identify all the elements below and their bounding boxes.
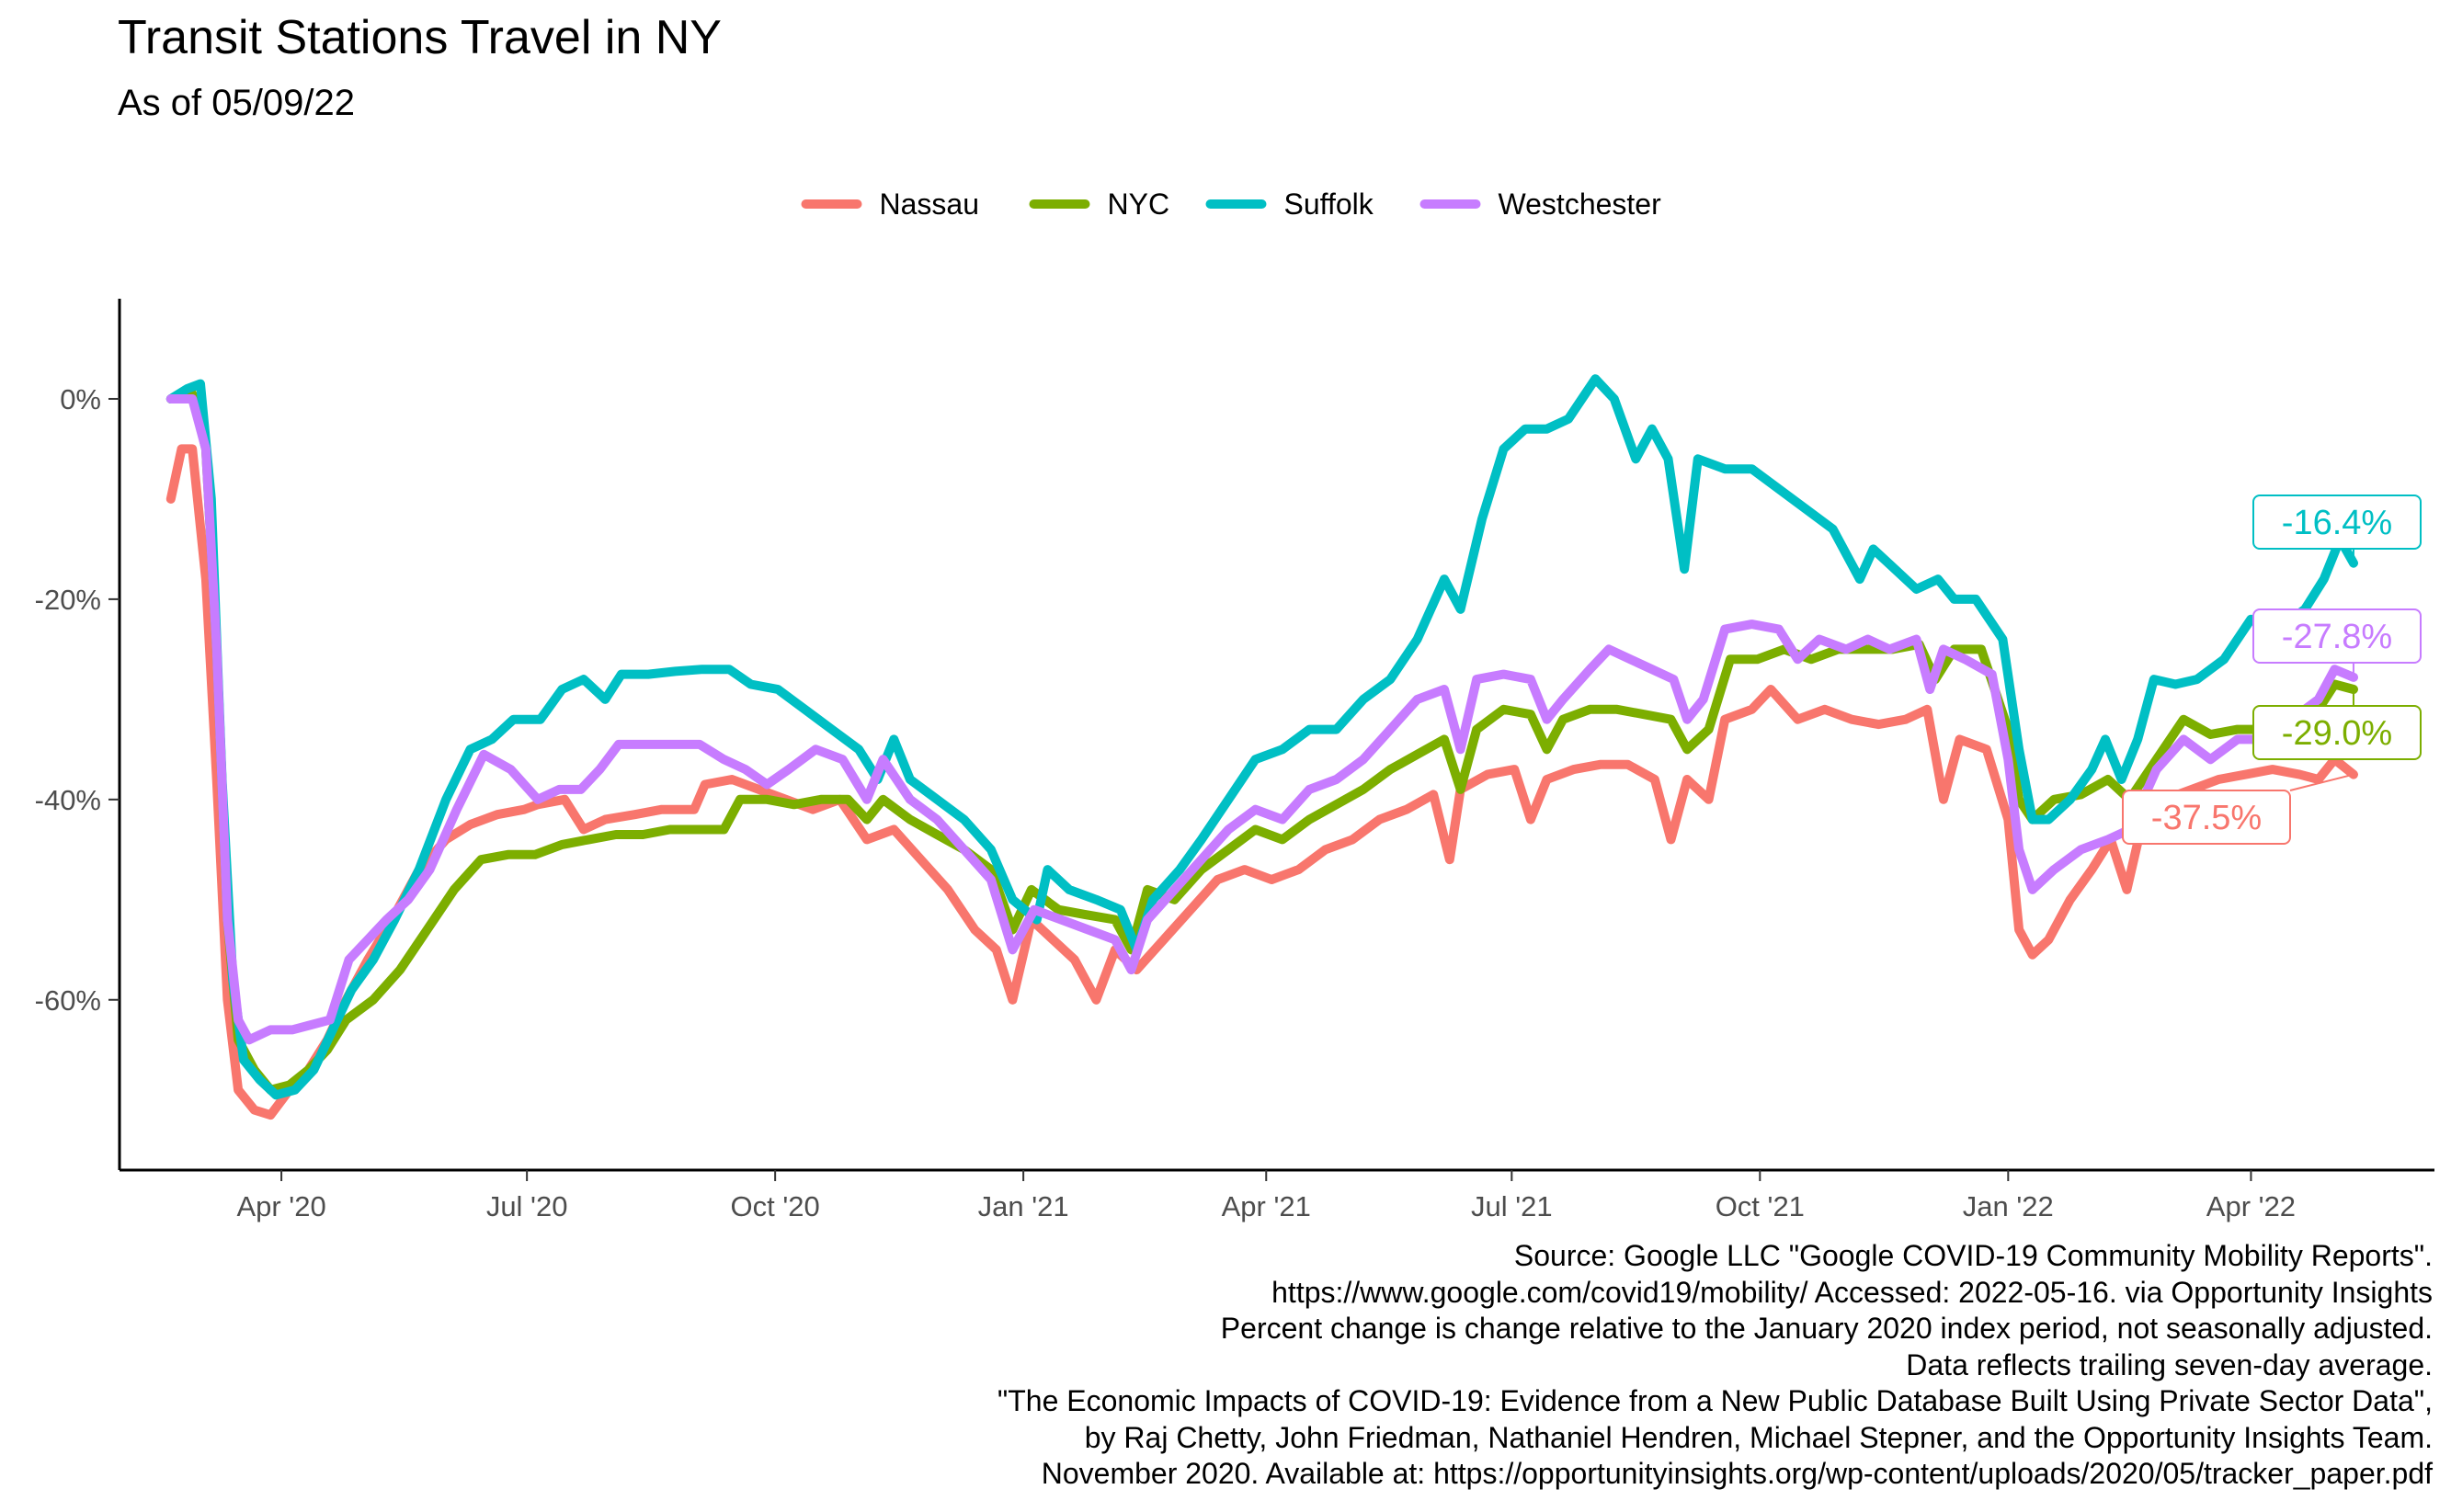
caption-line-average: Data reflects trailing seven-day average… [1906,1347,2433,1381]
y-tick-label: -20% [35,584,101,616]
x-tick-label: Jul '20 [486,1190,568,1222]
x-tick-label: Jan '21 [978,1190,1069,1222]
series-line-suffolk [165,374,2358,1100]
y-tick-label: -60% [35,984,101,1017]
caption-line-authors: by Raj Chetty, John Friedman, Nathaniel … [1084,1420,2433,1454]
legend-label-suffolk: Suffolk [1284,188,1374,221]
end-label-connector-nassau [2289,773,2354,791]
y-tick-label: -40% [35,784,101,816]
x-tick-label: Oct '20 [731,1190,820,1222]
caption-line-url: https://www.google.com/covid19/mobility/… [1271,1275,2433,1309]
end-label-box-suffolk [2252,495,2422,550]
series-line-nyc [165,389,2358,1095]
x-tick-label: Apr '21 [1222,1190,1311,1222]
legend-label-nyc: NYC [1108,188,1170,221]
end-label-box-westchester [2252,608,2422,664]
end-label-box-nassau [2122,790,2291,845]
legend-label-westchester: Westchester [1499,188,1662,221]
chart-subtitle: As of 05/09/22 [118,83,355,123]
caption: Source: Google LLC "Google COVID-19 Comm… [998,1238,2433,1493]
end-label-westchester: -27.8% [2282,618,2392,656]
caption-line-paper: "The Economic Impacts of COVID-19: Evide… [997,1384,2433,1417]
y-axis: 0% -20% -40% -60% [35,299,121,1170]
x-axis: Apr '20 Jul '20 Oct '20 Jan '21 Apr '21 Jul '… [120,1168,2434,1222]
y-tick-label: 0% [60,383,101,415]
caption-line-date: November 2020. Available at: https://opp… [1041,1457,2433,1490]
legend: Nassau NYC Suffolk Westchester [801,188,1662,221]
series-lines [165,374,2358,1120]
series-line-westchester [165,394,2358,1045]
x-tick-label: Apr '20 [236,1190,325,1222]
chart-title: Transit Stations Travel in NY [118,11,722,64]
legend-label-nassau: Nassau [880,188,980,221]
series-line-nassau [165,444,2358,1120]
end-label-box-nyc [2252,705,2422,760]
x-tick-label: Oct '21 [1716,1190,1805,1222]
end-label-nyc: -29.0% [2282,714,2392,753]
caption-line-source: Source: Google LLC "Google COVID-19 Comm… [1513,1239,2433,1272]
end-labels: -37.5% -29.0% -16.4% -27.8% [2122,495,2422,845]
end-label-suffolk: -16.4% [2282,504,2392,542]
end-label-nassau: -37.5% [2151,799,2262,837]
x-tick-label: Apr '22 [2206,1190,2296,1222]
x-tick-label: Jul '21 [1471,1190,1553,1222]
x-tick-label: Jan '22 [1963,1190,2054,1222]
caption-line-method: Percent change is change relative to the… [1220,1312,2433,1345]
